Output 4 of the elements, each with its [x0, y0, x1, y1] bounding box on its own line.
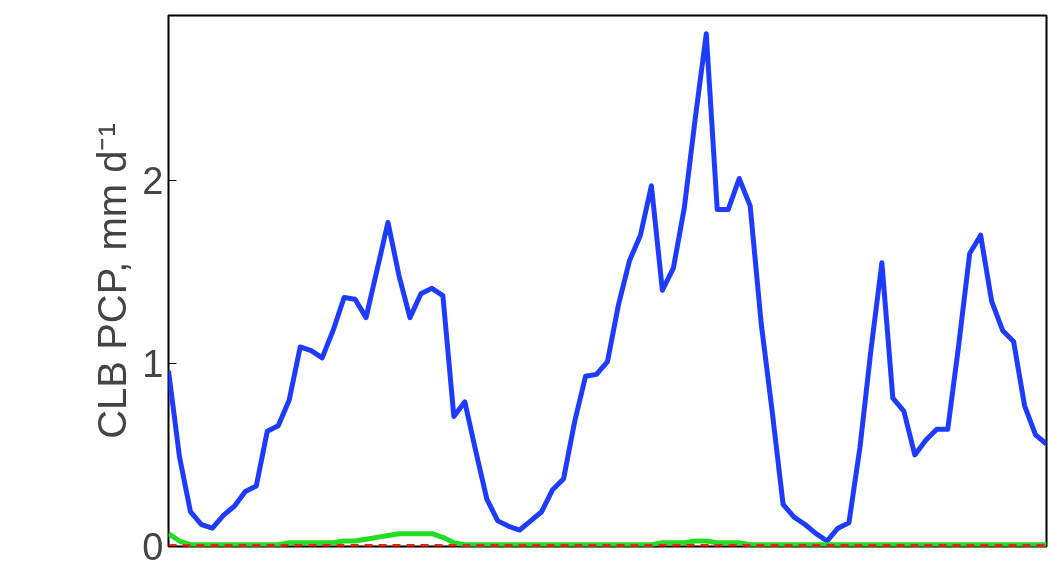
y-tick-label: 2: [142, 159, 164, 202]
y-axis-title: CLB PCP, mm d⁻¹: [90, 123, 135, 439]
y-tick-label: 0: [142, 526, 164, 566]
y-tick-label: 1: [142, 342, 164, 385]
